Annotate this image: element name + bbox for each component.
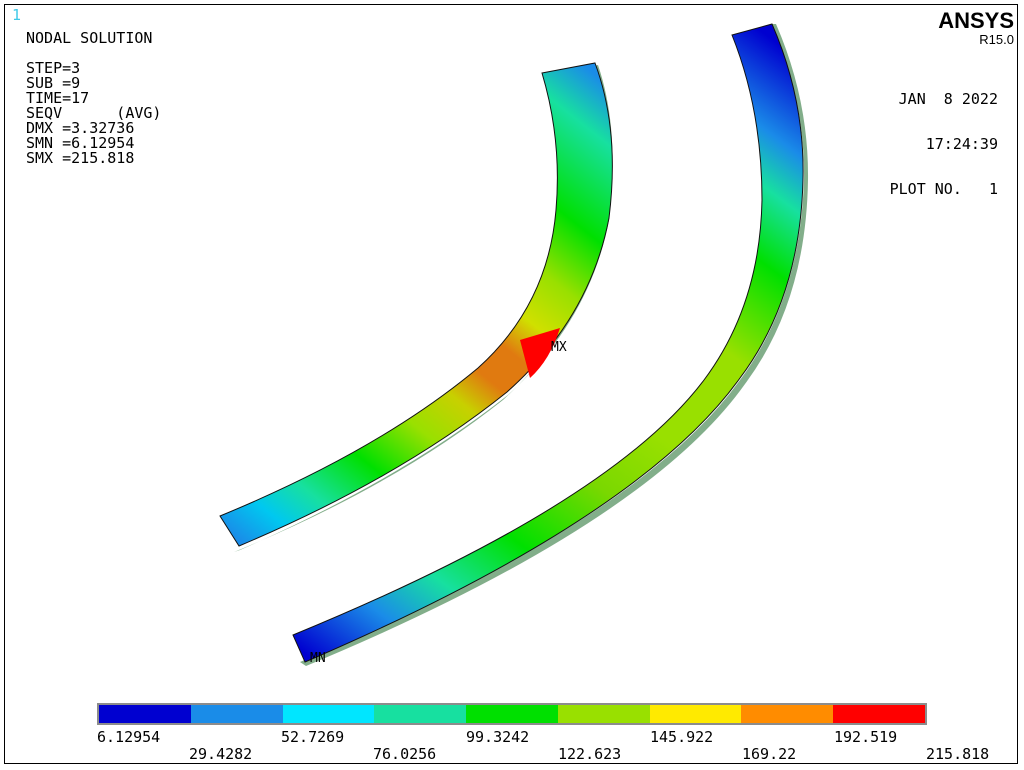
legend-swatch-5	[466, 705, 558, 723]
max-label: MX	[551, 340, 567, 355]
inner-arc	[219, 62, 613, 547]
legend-value: 52.7269	[281, 728, 345, 746]
plot-number: PLOT NO. 1	[889, 180, 998, 198]
plot-title: NODAL SOLUTION	[26, 29, 153, 47]
info-time: TIME=17	[26, 89, 90, 107]
info-sub: SUB =9	[26, 74, 81, 92]
inner-arc-side	[234, 65, 613, 552]
legend-value: 192.519	[834, 728, 898, 746]
ansys-logo: ANSYS	[938, 8, 1014, 33]
info-smx: SMX =215.818	[26, 149, 135, 167]
legend-colorbar	[97, 703, 927, 725]
legend-swatch-3	[282, 705, 375, 723]
legend-value: 6.12954	[97, 728, 161, 746]
min-label: MN	[310, 651, 326, 666]
info-dmx: DMX =3.32736	[26, 119, 135, 137]
legend-swatch-8	[741, 705, 834, 723]
legend-swatch-4	[374, 705, 467, 723]
plot-time: 17:24:39	[925, 135, 998, 153]
max-stress-region	[520, 328, 560, 378]
outer-arc	[292, 23, 804, 663]
legend-value: 169.22	[742, 745, 797, 763]
release-version: R15.0	[979, 32, 1014, 47]
info-smn: SMN =6.12954	[26, 134, 135, 152]
plot-info: JAN 8 2022 17:24:39 PLOT NO. 1	[890, 62, 998, 212]
legend-value: 99.3242	[466, 728, 530, 746]
legend-swatch-7	[649, 705, 742, 723]
legend-swatch-1	[99, 705, 191, 723]
legend-value: 76.0256	[373, 745, 437, 763]
plot-date: JAN 8 2022	[898, 90, 998, 108]
window-number: 1	[12, 6, 22, 24]
legend-value: 29.4282	[189, 745, 253, 763]
info-seqv: SEQV (AVG)	[26, 104, 162, 122]
legend-value: 122.623	[558, 745, 622, 763]
legend-value: 145.922	[650, 728, 714, 746]
legend-swatch-9	[833, 705, 926, 723]
legend-swatch-6	[557, 705, 650, 723]
info-step: STEP=3	[26, 59, 81, 77]
legend-swatch-2	[190, 705, 283, 723]
outer-arc-side	[300, 24, 809, 666]
legend-value: 215.818	[926, 745, 990, 763]
viewport-frame	[4, 4, 1018, 764]
